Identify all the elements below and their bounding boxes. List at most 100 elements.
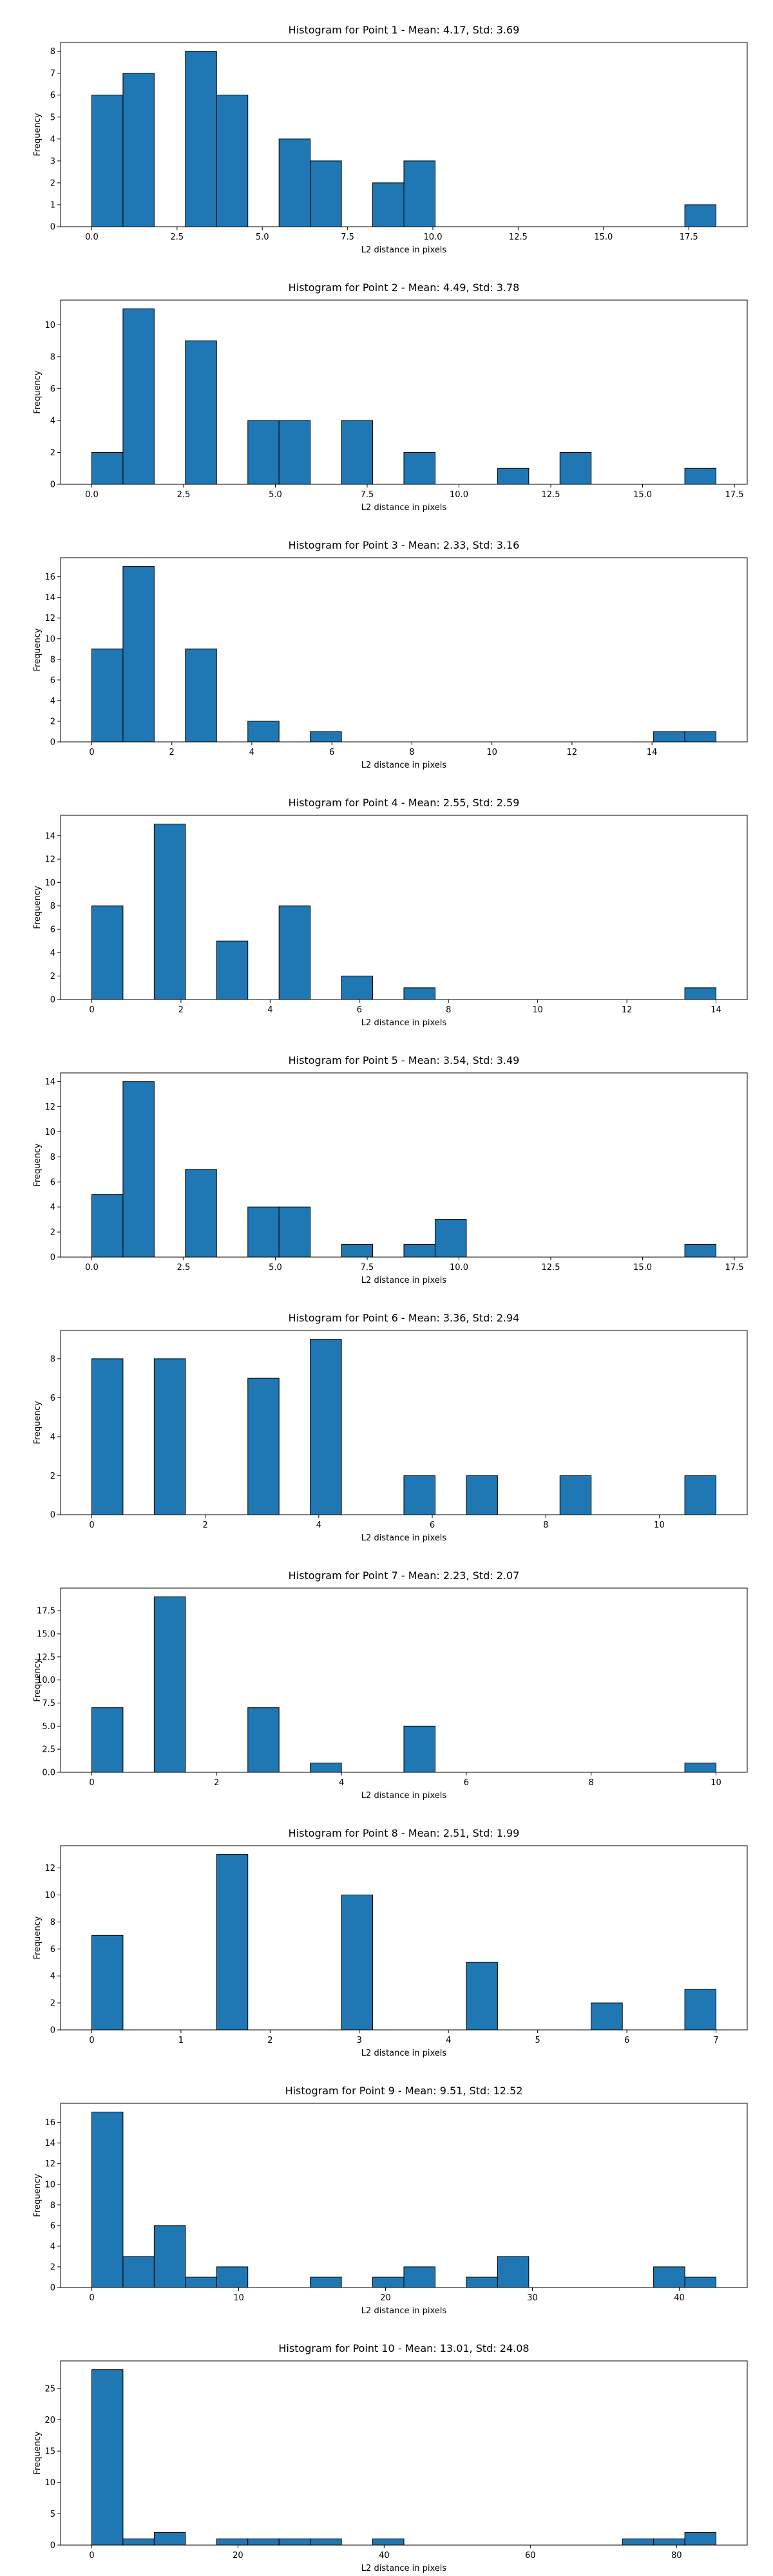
bar	[278, 905, 311, 1000]
x-tick-label: 15.0	[633, 490, 652, 500]
y-tick-label: 2	[50, 1472, 55, 1481]
bar	[372, 2277, 405, 2288]
chart: Histogram for Point 5 - Mean: 3.54, Std:…	[33, 1054, 748, 1285]
bar	[403, 1244, 435, 1258]
bar	[278, 2538, 311, 2546]
bar	[91, 95, 124, 227]
x-axis-label: L2 distance in pixels	[361, 1018, 447, 1028]
bar	[247, 1206, 280, 1258]
bar	[341, 976, 374, 1000]
y-tick-label: 2	[50, 717, 55, 726]
y-tick-label: 8	[50, 902, 55, 911]
bar	[466, 1962, 498, 2031]
axes-frame	[60, 1845, 748, 2031]
y-tick-label: 10.0	[37, 1676, 55, 1685]
bar	[684, 1763, 717, 1773]
y-tick-label: 6	[50, 2221, 55, 2231]
axes-frame	[60, 557, 748, 743]
bar	[91, 1707, 124, 1773]
x-tick-label: 5	[535, 2036, 540, 2045]
bar	[91, 905, 124, 1000]
bar	[684, 987, 717, 1000]
chart: Histogram for Point 10 - Mean: 13.01, St…	[33, 2342, 748, 2573]
y-tick-label: 3	[50, 156, 55, 166]
x-tick-label: 4	[446, 2036, 451, 2045]
y-tick-label: 6	[50, 925, 55, 935]
bar	[153, 1358, 186, 1515]
bar	[653, 731, 685, 743]
bar	[341, 1894, 374, 2031]
x-axis-label: L2 distance in pixels	[361, 1276, 447, 1285]
x-tick-label: 12.5	[542, 490, 560, 500]
x-tick-label: 7.5	[361, 1263, 374, 1273]
y-tick-label: 10	[44, 634, 55, 644]
bar	[185, 340, 217, 485]
y-tick-label: 14	[44, 593, 55, 603]
y-tick-label: 4	[50, 135, 55, 144]
x-axis-label: L2 distance in pixels	[361, 2049, 447, 2058]
y-tick-label: 12	[44, 2159, 55, 2169]
bar	[497, 468, 530, 485]
y-tick-label: 8	[50, 1153, 55, 1162]
bar	[653, 2538, 685, 2546]
bar	[372, 2538, 405, 2546]
y-tick-label: 4	[50, 2242, 55, 2251]
bar	[684, 2277, 717, 2288]
bar	[497, 2256, 530, 2288]
axes-frame	[60, 2103, 748, 2288]
x-tick-label: 15.0	[633, 1263, 652, 1273]
bar	[122, 308, 155, 485]
x-tick-label: 6	[464, 1778, 469, 1788]
y-tick-label: 8	[50, 1918, 55, 1927]
y-tick-label: 0	[50, 996, 55, 1005]
x-tick-label: 10.0	[450, 1263, 468, 1273]
bar	[684, 1475, 717, 1515]
bar	[310, 2277, 342, 2288]
x-tick-label: 8	[589, 1778, 594, 1788]
chart: Histogram for Point 2 - Mean: 4.49, Std:…	[33, 281, 748, 513]
bar	[91, 2369, 124, 2546]
y-axis-label: Frequency	[33, 1143, 43, 1186]
x-tick-label: 8	[409, 748, 414, 757]
bar	[91, 1935, 124, 2031]
x-axis-label: L2 distance in pixels	[361, 761, 447, 770]
bar	[153, 2225, 186, 2288]
x-tick-label: 17.5	[680, 232, 698, 242]
bar	[216, 2266, 249, 2288]
axes-frame	[60, 815, 748, 1000]
x-tick-label: 2.5	[177, 1263, 191, 1273]
x-tick-label: 12	[622, 1005, 633, 1015]
bar	[278, 1206, 311, 1258]
y-tick-label: 5	[50, 113, 55, 122]
y-axis-label: Frequency	[33, 628, 43, 671]
y-tick-label: 16	[44, 573, 55, 582]
x-tick-label: 6	[624, 2036, 629, 2045]
y-axis-label: Frequency	[33, 370, 43, 413]
bar	[216, 1854, 249, 2031]
y-axis-label: Frequency	[33, 2431, 43, 2474]
x-tick-label: 2	[214, 1778, 219, 1788]
y-tick-label: 0	[50, 2026, 55, 2036]
y-tick-label: 14	[44, 1077, 55, 1087]
chart-title: Histogram for Point 3 - Mean: 2.33, Std:…	[289, 539, 520, 551]
y-tick-label: 12	[44, 614, 55, 623]
y-tick-label: 4	[50, 949, 55, 958]
bar	[653, 2266, 685, 2288]
chart: Histogram for Point 1 - Mean: 4.17, Std:…	[33, 24, 748, 255]
bar	[684, 468, 717, 485]
x-tick-label: 0	[89, 1778, 94, 1788]
y-tick-label: 6	[50, 384, 55, 394]
x-tick-label: 0	[89, 2551, 94, 2561]
bar	[684, 204, 717, 227]
x-tick-label: 12.5	[509, 232, 528, 242]
bar	[403, 1475, 435, 1515]
x-tick-label: 8	[446, 1005, 451, 1015]
bar	[684, 1989, 717, 2031]
chart-title: Histogram for Point 6 - Mean: 3.36, Std:…	[289, 1312, 520, 1324]
x-tick-label: 2.5	[177, 490, 191, 500]
y-tick-label: 2	[50, 448, 55, 458]
chart-title: Histogram for Point 2 - Mean: 4.49, Std:…	[289, 281, 520, 294]
bar	[153, 824, 186, 1000]
y-tick-label: 6	[50, 91, 55, 100]
x-tick-label: 12	[567, 748, 578, 757]
